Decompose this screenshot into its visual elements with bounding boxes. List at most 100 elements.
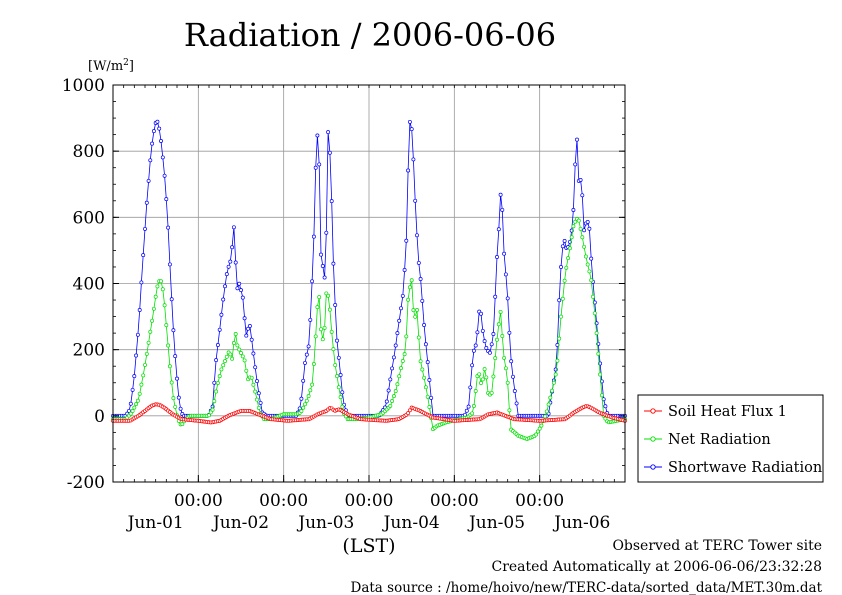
series-point-1 xyxy=(535,429,540,434)
legend-swatch-marker xyxy=(650,464,656,470)
series-point-1 xyxy=(231,341,236,345)
series-point-1 xyxy=(144,351,149,356)
series-point-2 xyxy=(475,330,480,335)
legend-swatch-marker xyxy=(650,436,656,442)
series-point-2 xyxy=(256,391,261,396)
series-point-2 xyxy=(505,296,510,301)
y-axis-ticks: -200 0 200 400 600 800 1000 xyxy=(62,76,625,493)
series-point-2 xyxy=(164,197,169,202)
series-point-1 xyxy=(132,405,137,410)
series-point-1 xyxy=(603,416,608,421)
series-point-2 xyxy=(173,354,178,359)
legend-label: Shortwave Radiation xyxy=(668,460,822,476)
series-point-2 xyxy=(384,399,389,404)
series-point-1 xyxy=(550,388,555,393)
series-point-1 xyxy=(308,388,313,393)
series-point-1 xyxy=(404,334,409,339)
series-point-1 xyxy=(313,334,318,339)
series-point-2 xyxy=(299,396,304,401)
series-point-1 xyxy=(390,399,395,403)
y-tick-label: 400 xyxy=(73,275,105,295)
series-point-1 xyxy=(537,426,542,431)
series-point-2 xyxy=(418,277,423,281)
series-point-1 xyxy=(237,347,242,352)
series-point-1 xyxy=(578,226,583,231)
series-point-1 xyxy=(413,314,418,319)
series-point-2 xyxy=(127,408,131,413)
series-point-1 xyxy=(471,404,476,408)
series-point-2 xyxy=(329,199,334,204)
series-point-1 xyxy=(546,402,551,407)
series-point-1 xyxy=(503,366,508,371)
series-point-1 xyxy=(322,325,327,330)
series-point-1 xyxy=(498,309,503,314)
series-point-2 xyxy=(512,389,517,393)
series-point-2 xyxy=(249,337,254,342)
legend: Soil Heat Flux 1 Net Radiation Shortwave R… xyxy=(637,394,824,483)
series-point-2 xyxy=(143,226,147,231)
series-point-2 xyxy=(422,323,427,327)
series-point-1 xyxy=(591,294,595,299)
x-tick-date-label: Jun-06 xyxy=(552,513,610,533)
y-unit-superscript: 2 xyxy=(123,58,129,68)
series-point-1 xyxy=(217,374,222,379)
series-point-1 xyxy=(415,308,419,312)
series-point-1 xyxy=(407,285,412,290)
series-point-2 xyxy=(503,272,508,277)
series-point-1 xyxy=(215,381,220,385)
series-point-2 xyxy=(230,245,235,250)
series-point-1 xyxy=(583,254,588,259)
x-tick-date-label: Jun-01 xyxy=(126,513,184,533)
series-point-1 xyxy=(166,343,171,348)
series-point-2 xyxy=(466,404,471,409)
series-point-1 xyxy=(582,244,587,249)
series-point-2 xyxy=(500,207,505,212)
series-point-2 xyxy=(319,252,323,257)
series-point-2 xyxy=(487,350,492,355)
series-point-1 xyxy=(223,359,227,364)
series-point-2 xyxy=(130,387,135,392)
series-point-2 xyxy=(411,157,416,162)
series-point-1 xyxy=(155,284,160,289)
y-tick-label: 800 xyxy=(73,142,105,162)
series-point-2 xyxy=(514,401,519,406)
series-point-2 xyxy=(150,141,155,146)
series-point-2 xyxy=(176,395,181,400)
series-point-2 xyxy=(509,359,514,364)
series-point-1 xyxy=(221,363,226,368)
series-point-2 xyxy=(255,379,259,384)
legend-label: Net Radiation xyxy=(668,432,771,448)
series-point-1 xyxy=(423,385,428,390)
series-point-1 xyxy=(255,397,259,402)
series-point-2 xyxy=(212,380,217,385)
series-point-1 xyxy=(411,308,416,313)
series-point-1 xyxy=(167,364,172,369)
series-point-2 xyxy=(578,178,583,182)
series-point-2 xyxy=(175,376,179,381)
series-point-1 xyxy=(598,372,603,377)
series-point-1 xyxy=(210,407,215,412)
series-point-1 xyxy=(539,423,544,428)
series-point-1 xyxy=(420,367,425,372)
series-point-1 xyxy=(484,375,489,380)
series-point-1 xyxy=(214,389,219,394)
series-point-2 xyxy=(251,351,256,356)
series-point-1 xyxy=(208,410,213,415)
series-point-1 xyxy=(567,246,572,251)
x-axis-label: (LST) xyxy=(342,535,395,557)
series-point-2 xyxy=(489,342,494,347)
series-point-2 xyxy=(471,348,476,353)
series-point-2 xyxy=(336,355,341,360)
series-point-2 xyxy=(308,317,313,322)
series-point-1 xyxy=(555,358,560,363)
series-point-2 xyxy=(224,272,229,277)
series-point-2 xyxy=(258,400,263,405)
series-point-1 xyxy=(548,395,553,400)
series-point-2 xyxy=(416,260,421,265)
series-point-2 xyxy=(151,129,156,134)
x-tick-time-label: 00:00 xyxy=(515,491,564,511)
series-point-2 xyxy=(178,406,183,411)
series-point-2 xyxy=(429,395,434,400)
series-point-1 xyxy=(480,377,485,382)
series-point-1 xyxy=(333,363,338,368)
